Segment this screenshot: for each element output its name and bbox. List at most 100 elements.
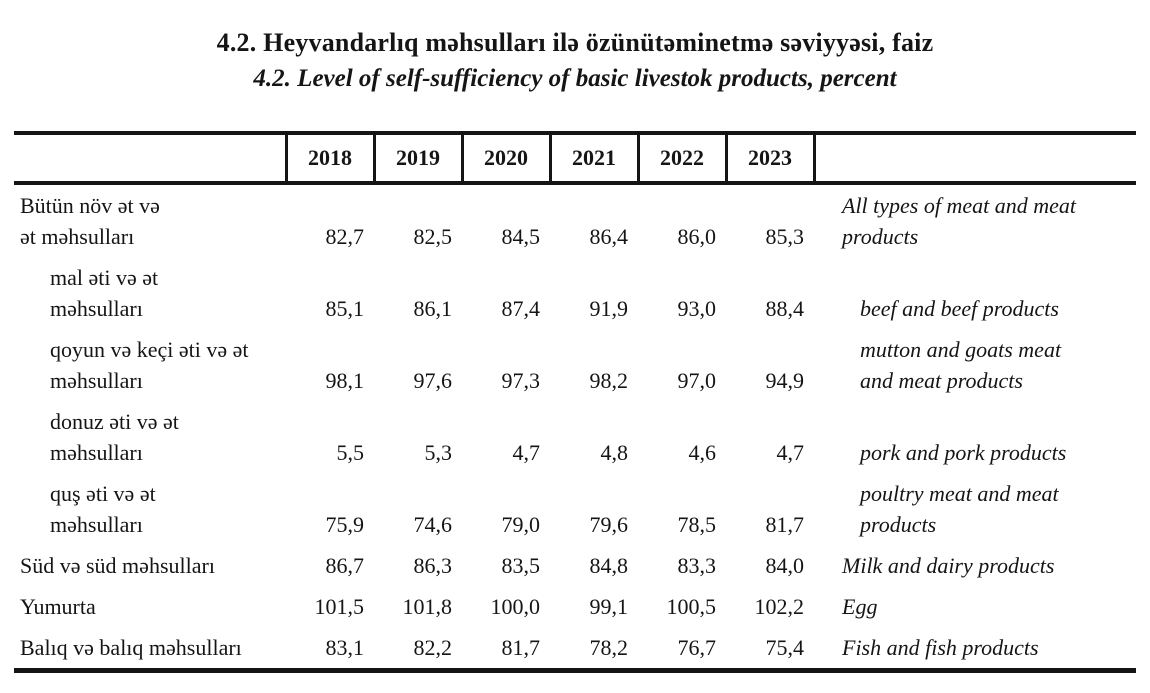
value-cell: 85,1 [325,296,365,321]
year-column-header: 2019 [372,133,464,183]
value-cell: 101,8 [402,594,453,619]
table-row: Balıq və balıq məhsulları 83,1 82,2 81,7… [14,627,1136,671]
value-cell: 79,0 [501,512,541,537]
year-column-header: 2018 [284,133,376,183]
value-cell: 78,5 [677,512,717,537]
row-label-az: Yumurta [14,586,286,627]
row-label-en: pork and pork products [814,401,1136,473]
table-row: Yumurta 101,5 101,8 100,0 99,1 100,5 102… [14,586,1136,627]
value-cell: 88,4 [765,296,805,321]
value-cell: 101,5 [314,594,365,619]
value-cell: 82,2 [413,635,453,660]
value-cell: 86,4 [589,224,629,249]
en-label-line: beef and beef products [860,296,1059,321]
az-label-line: məhsulları [50,440,143,465]
table-row: Bütün növ ət və ət məhsulları 82,7 82,5 … [14,183,1136,257]
row-label-en: Fish and fish products [814,627,1136,671]
en-label-line: products [860,512,937,537]
en-label-line: mutton and goats meat [860,337,1062,362]
en-label-line: pork and pork products [860,440,1067,465]
value-cell: 84,0 [765,553,805,578]
value-cell: 86,0 [677,224,717,249]
value-cell: 5,3 [424,440,453,465]
row-label-az: qoyun və keçi əti və ət məhsulları [14,329,286,401]
en-label-line: All types of meat and meat [842,193,1077,218]
value-cell: 83,1 [325,635,365,660]
table-title-azerbaijani: 4.2. Heyvandarlıq məhsulları ilə özünütə… [216,28,934,57]
value-cell: 97,0 [677,368,717,393]
value-cell: 99,1 [589,594,629,619]
value-cell: 74,6 [413,512,453,537]
table-title-english: 4.2. Level of self-sufficiency of basic … [253,65,897,92]
az-label-line: Bütün növ ət və [20,193,160,218]
az-label-line: məhsulları [50,296,143,321]
table-row: mal əti və ət məhsulları 85,1 86,1 87,4 … [14,257,1136,329]
year-column-header: 2020 [460,133,552,183]
row-label-az: mal əti və ət məhsulları [14,257,286,329]
value-cell: 85,3 [765,224,805,249]
row-label-az: Bütün növ ət və ət məhsulları [14,183,286,257]
year-column-header: 2022 [636,133,728,183]
header-empty-right [814,133,1136,183]
table-row: donuz əti və ət məhsulları 5,5 5,3 4,7 4… [14,401,1136,473]
value-cell: 91,9 [589,296,629,321]
year-column-header: 2021 [548,133,640,183]
table-row: quş əti və ət məhsulları 75,9 74,6 79,0 … [14,473,1136,545]
en-label-line: and meat products [860,368,1023,393]
value-cell: 98,1 [325,368,365,393]
value-cell: 97,3 [501,368,541,393]
az-label-line: mal əti və ət [50,265,159,290]
az-label-line: qoyun və keçi əti və ət [50,337,249,362]
value-cell: 75,4 [765,635,805,660]
az-label-line: məhsulları [50,512,143,537]
az-label-line: ət məhsulları [20,224,135,249]
az-label-line: Süd və süd məhsulları [20,553,215,578]
value-cell: 4,7 [776,440,805,465]
header-empty-left [14,133,286,183]
value-cell: 5,5 [336,440,365,465]
value-cell: 84,5 [501,224,541,249]
row-label-en: poultry meat and meat products [814,473,1136,545]
value-cell: 4,7 [512,440,541,465]
value-cell: 97,6 [413,368,453,393]
value-cell: 82,7 [325,224,365,249]
row-label-en: mutton and goats meat and meat products [814,329,1136,401]
value-cell: 86,1 [413,296,453,321]
row-label-az: donuz əti və ət məhsulları [14,401,286,473]
row-label-az: Balıq və balıq məhsulları [14,627,286,671]
value-cell: 4,8 [600,440,629,465]
value-cell: 83,3 [677,553,717,578]
table-row: Süd və süd məhsulları 86,7 86,3 83,5 84,… [14,545,1136,586]
value-cell: 76,7 [677,635,717,660]
value-cell: 94,9 [765,368,805,393]
en-label-line: poultry meat and meat [860,481,1059,506]
value-cell: 86,3 [413,553,453,578]
self-sufficiency-table: 2018 2019 2020 2021 2022 2023 Bütün növ … [14,131,1136,673]
value-cell: 78,2 [589,635,629,660]
value-cell: 4,6 [688,440,717,465]
row-label-en: Egg [814,586,1136,627]
value-cell: 83,5 [501,553,541,578]
value-cell: 81,7 [765,512,805,537]
year-column-header: 2023 [724,133,816,183]
value-cell: 102,2 [754,594,805,619]
value-cell: 98,2 [589,368,629,393]
table-header-row: 2018 2019 2020 2021 2022 2023 [14,133,1136,183]
en-label-line: Egg [842,594,878,619]
table-row: qoyun və keçi əti və ət məhsulları 98,1 … [14,329,1136,401]
row-label-en: Milk and dairy products [814,545,1136,586]
az-label-line: donuz əti və ət [50,409,179,434]
value-cell: 100,0 [490,594,541,619]
value-cell: 81,7 [501,635,541,660]
value-cell: 82,5 [413,224,453,249]
en-label-line: Fish and fish products [842,635,1039,660]
row-label-en: All types of meat and meat products [814,183,1136,257]
value-cell: 93,0 [677,296,717,321]
value-cell: 87,4 [501,296,541,321]
value-cell: 79,6 [589,512,629,537]
value-cell: 84,8 [589,553,629,578]
az-label-line: məhsulları [50,368,143,393]
value-cell: 100,5 [666,594,717,619]
row-label-en: beef and beef products [814,257,1136,329]
az-label-line: quş əti və ət [50,481,156,506]
